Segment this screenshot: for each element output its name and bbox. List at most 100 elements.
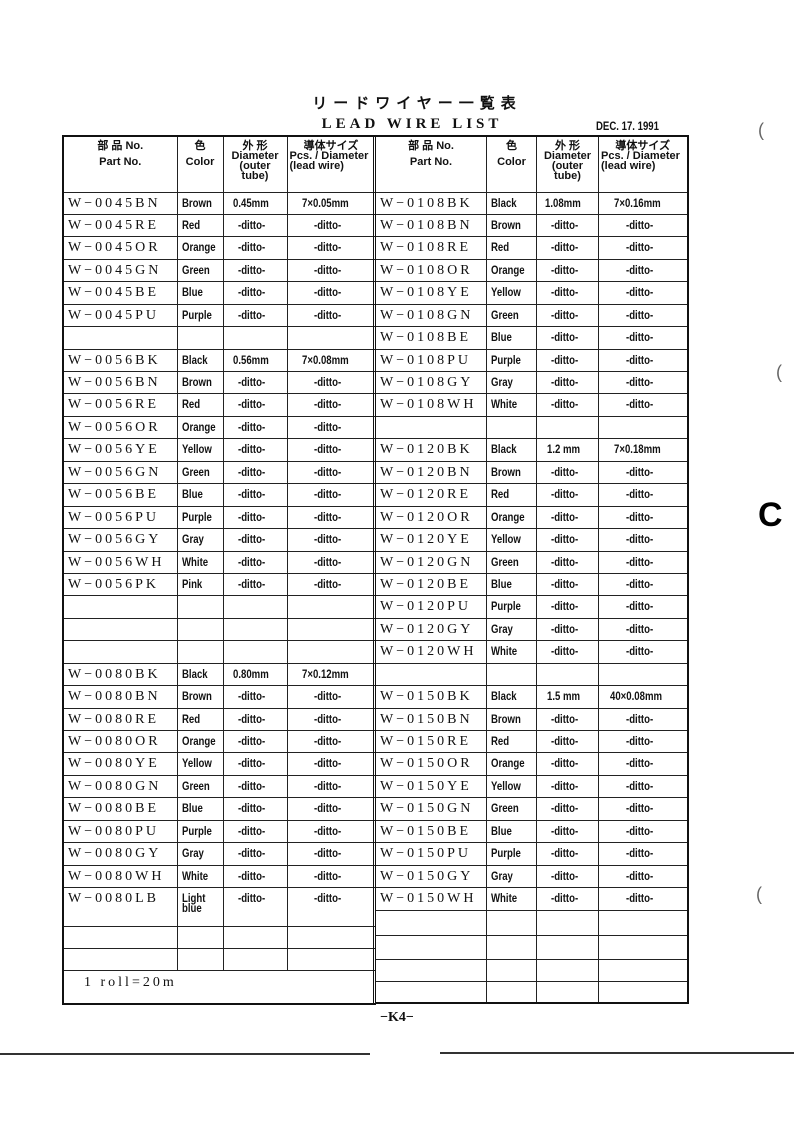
outer-diameter: -ditto- — [536, 460, 599, 485]
color: Gray — [176, 842, 224, 866]
table-row: W−0108BN Brown -ditto- -ditto- — [374, 213, 688, 238]
conductor-size — [598, 662, 688, 687]
part-number: W−0120BE — [374, 572, 487, 597]
part-number: W−0056BE — [62, 483, 178, 507]
page-number: −K4− — [380, 1010, 414, 1025]
part-number: W−0045GN — [62, 258, 178, 283]
table-row: W−0056BN Brown -ditto- -ditto- — [62, 370, 376, 395]
outer-diameter: -ditto- — [536, 752, 599, 776]
outer-diameter: -ditto- — [222, 707, 288, 732]
color: Blue — [486, 326, 537, 350]
table-row: W−0120BN Brown -ditto- -ditto- — [374, 460, 688, 485]
conductor-size: -ditto- — [598, 797, 688, 821]
header-pcs-diameter: 導体サイズ Pcs. / Diameter (lead wire) — [286, 135, 376, 193]
part-number: W−0056BN — [62, 370, 178, 395]
table-row: W−0080YE Yellow -ditto- -ditto- — [62, 752, 376, 776]
outer-diameter: -ditto- — [222, 213, 288, 238]
color: Brown — [486, 707, 537, 732]
outer-diameter: -ditto- — [536, 281, 599, 305]
outer-diameter: -ditto- — [536, 326, 599, 350]
color: Light blue — [176, 887, 224, 928]
outer-diameter — [222, 326, 288, 350]
conductor-size: 7×0.08mm — [286, 348, 376, 373]
part-number — [62, 948, 178, 972]
table-row: W−0080BE Blue -ditto- -ditto- — [62, 797, 376, 821]
color: Yellow — [176, 438, 224, 462]
outer-diameter: 1.08mm — [536, 191, 599, 215]
conductor-size — [286, 595, 376, 619]
part-number: W−0108RE — [374, 236, 487, 260]
conductor-size: -ditto- — [286, 887, 376, 928]
part-number: W−0120WH — [374, 640, 487, 664]
table-row: W−0120YE Yellow -ditto- -ditto- — [374, 528, 688, 552]
header-part-no: 部 品 No. Part No. — [374, 135, 487, 193]
color: Green — [486, 303, 537, 328]
part-number — [374, 980, 487, 1004]
table-row: W−0056GN Green -ditto- -ditto- — [62, 460, 376, 485]
table-row: W−0056BE Blue -ditto- -ditto- — [62, 483, 376, 507]
conductor-size: -ditto- — [286, 393, 376, 417]
empty-row — [62, 640, 376, 664]
color: Blue — [486, 819, 537, 844]
part-number: W−0120BN — [374, 460, 487, 485]
header-diameter: 外 形 Diameter (outer tube) — [536, 135, 599, 193]
outer-diameter: -ditto- — [222, 505, 288, 530]
part-number: W−0108BN — [374, 213, 487, 238]
color: Red — [176, 393, 224, 417]
conductor-size: -ditto- — [286, 438, 376, 462]
conductor-size: 7×0.12mm — [286, 662, 376, 687]
conductor-size: -ditto- — [286, 213, 376, 238]
table-row: W−0080GY Gray -ditto- -ditto- — [62, 842, 376, 866]
table-row: W−0108GN Green -ditto- -ditto- — [374, 303, 688, 328]
part-number — [62, 640, 178, 664]
conductor-size: -ditto- — [598, 213, 688, 238]
part-number: W−0056PK — [62, 572, 178, 597]
conductor-size: -ditto- — [598, 505, 688, 530]
part-number: W−0056RE — [62, 393, 178, 417]
table-row: W−0056PU Purple -ditto- -ditto- — [62, 505, 376, 530]
color: Black — [176, 348, 224, 373]
part-number: W−0080BK — [62, 662, 178, 687]
table-row: W−0120BK Black 1.2 mm 7×0.18mm — [374, 438, 688, 462]
outer-diameter: -ditto- — [222, 415, 288, 440]
table-row: W−0150BN Brown -ditto- -ditto- — [374, 707, 688, 732]
color: Purple — [486, 842, 537, 866]
color: Orange — [176, 236, 224, 260]
conductor-size — [598, 958, 688, 982]
color: Red — [486, 236, 537, 260]
conductor-size: -ditto- — [286, 752, 376, 776]
conductor-size: -ditto- — [286, 281, 376, 305]
outer-diameter — [536, 980, 599, 1004]
header-pcs-diameter: 導体サイズ Pcs. / Diameter (lead wire) — [598, 135, 688, 193]
outer-diameter: -ditto- — [222, 281, 288, 305]
table-row: W−0150BK Black 1.5 mm 40×0.08mm — [374, 685, 688, 709]
outer-diameter: -ditto- — [536, 819, 599, 844]
outer-diameter: -ditto- — [536, 236, 599, 260]
part-number: W−0080PU — [62, 819, 178, 844]
part-number: W−0056WH — [62, 550, 178, 574]
outer-diameter — [536, 958, 599, 982]
color: Red — [176, 213, 224, 238]
part-number: W−0056OR — [62, 415, 178, 440]
conductor-size — [598, 415, 688, 440]
color: Purple — [176, 819, 224, 844]
part-number: W−0108OR — [374, 258, 487, 283]
color: Orange — [176, 729, 224, 754]
color: Yellow — [486, 281, 537, 305]
color: Orange — [486, 258, 537, 283]
conductor-size — [598, 934, 688, 960]
outer-diameter: -ditto- — [536, 550, 599, 574]
outer-diameter: -ditto- — [536, 864, 599, 889]
part-number: W−0080OR — [62, 729, 178, 754]
conductor-size: -ditto- — [598, 617, 688, 642]
outer-diameter: -ditto- — [536, 887, 599, 911]
empty-row — [374, 662, 688, 687]
outer-diameter: -ditto- — [536, 528, 599, 552]
outer-diameter: -ditto- — [222, 460, 288, 485]
part-number: W−0080LB — [62, 887, 178, 928]
part-number: W−0056YE — [62, 438, 178, 462]
part-number: W−0045RE — [62, 213, 178, 238]
outer-diameter: -ditto- — [536, 640, 599, 664]
header-part-no: 部 品 No. Part No. — [62, 135, 178, 193]
empty-row — [374, 980, 688, 1004]
